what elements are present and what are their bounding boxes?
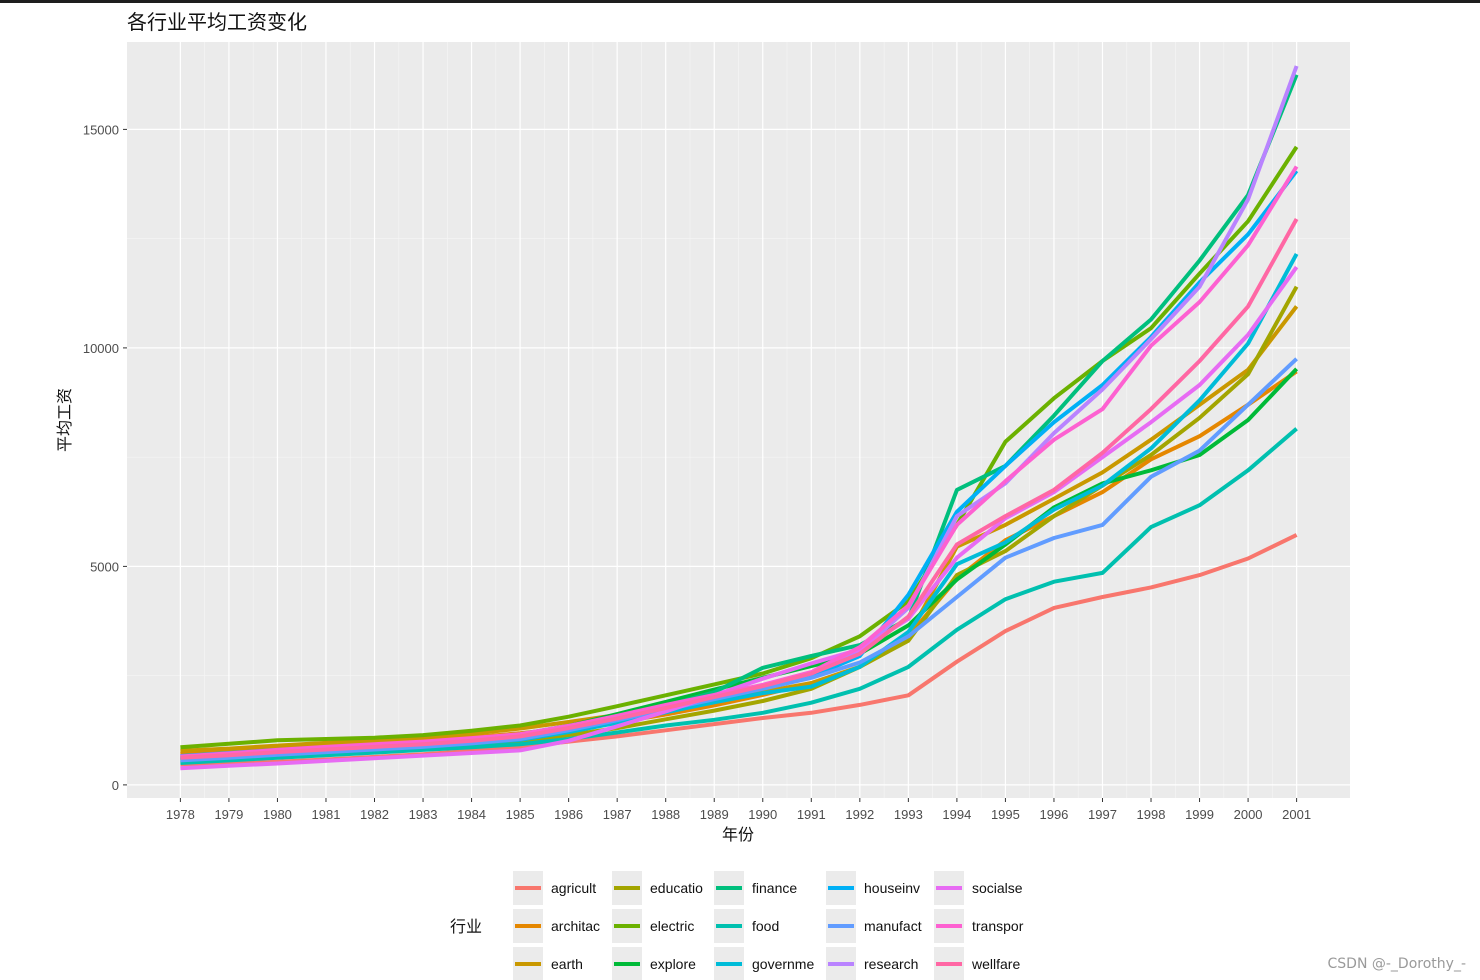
legend-label: electric xyxy=(650,918,694,934)
legend-item-architac: architac xyxy=(513,909,600,943)
x-tick-label: 1996 xyxy=(1039,807,1068,822)
x-tick-label: 2001 xyxy=(1282,807,1311,822)
x-tick-label: 1994 xyxy=(942,807,971,822)
legend-item-socialse: socialse xyxy=(934,871,1023,905)
legend-title: 行业 xyxy=(450,917,482,936)
legend-label: manufact xyxy=(864,918,922,934)
x-tick-label: 1998 xyxy=(1137,807,1166,822)
x-tick-label: 1984 xyxy=(457,807,486,822)
legend-item-earth: earth xyxy=(513,947,583,980)
major-gridlines xyxy=(127,42,1350,798)
series-line-food xyxy=(180,427,1298,765)
top-window-border xyxy=(0,0,1480,3)
legend-item-houseinv: houseinv xyxy=(826,871,920,905)
y-tick-label: 0 xyxy=(112,778,119,793)
series-line-socialse xyxy=(180,265,1299,771)
x-tick-label: 2000 xyxy=(1234,807,1263,822)
series-lines xyxy=(180,65,1299,771)
legend-item-research: research xyxy=(826,947,918,980)
x-tick-label: 1992 xyxy=(845,807,874,822)
x-tick-label: 1999 xyxy=(1185,807,1214,822)
legend-label: houseinv xyxy=(864,880,920,896)
series-line-manufact xyxy=(180,357,1298,763)
y-axis-label: 平均工资 xyxy=(55,388,74,452)
legend-label: food xyxy=(752,918,779,934)
legend-label: agricult xyxy=(551,880,596,896)
x-tick-label: 1978 xyxy=(166,807,195,822)
x-tick-label: 1985 xyxy=(506,807,535,822)
legend-item-agricult: agricult xyxy=(513,871,596,905)
legend-label: finance xyxy=(752,880,797,896)
legend-item-food: food xyxy=(714,909,779,943)
y-tick-label: 5000 xyxy=(90,559,119,574)
x-tick-label: 1995 xyxy=(991,807,1020,822)
legend-item-explore: explore xyxy=(612,947,696,980)
x-tick-label: 1979 xyxy=(214,807,243,822)
x-tick-label: 1980 xyxy=(263,807,292,822)
legend-label: transpor xyxy=(972,918,1024,934)
minor-gridlines xyxy=(127,42,1350,798)
y-tick-label: 10000 xyxy=(83,341,119,356)
legend-label: earth xyxy=(551,956,583,972)
x-tick-label: 1981 xyxy=(312,807,341,822)
legend-label: research xyxy=(864,956,918,972)
legend-item-finance: finance xyxy=(714,871,797,905)
legend-label: governme xyxy=(752,956,814,972)
x-axis-label: 年份 xyxy=(722,825,754,844)
legend: 行业 agricult architac earth educatio electric… xyxy=(450,871,1024,980)
x-tick-label: 1988 xyxy=(651,807,680,822)
legend-item-manufact: manufact xyxy=(826,909,922,943)
chart-title: 各行业平均工资变化 xyxy=(127,10,307,34)
x-tick-label: 1989 xyxy=(700,807,729,822)
x-tick-label: 1991 xyxy=(797,807,826,822)
x-tick-label: 1983 xyxy=(409,807,438,822)
legend-label: educatio xyxy=(650,880,703,896)
y-tick-label: 15000 xyxy=(83,122,119,137)
watermark: CSDN @-_Dorothy_- xyxy=(1327,956,1466,972)
legend-item-transpor: transpor xyxy=(934,909,1024,943)
x-tick-label: 1987 xyxy=(603,807,632,822)
x-tick-label: 1997 xyxy=(1088,807,1117,822)
legend-item-wellfare: wellfare xyxy=(934,947,1020,980)
x-axis-ticks: 1978 1979 1980 1981 1982 1983 1984 1985 1986 1987… xyxy=(166,798,1311,822)
legend-label: wellfare xyxy=(971,956,1020,972)
legend-label: explore xyxy=(650,956,696,972)
series-line-wellfare xyxy=(180,218,1299,760)
legend-label: socialse xyxy=(972,880,1023,896)
y-axis-ticks: 0 5000 10000 15000 xyxy=(83,122,127,793)
legend-item-governme: governme xyxy=(714,947,814,980)
x-tick-label: 1990 xyxy=(748,807,777,822)
x-tick-label: 1993 xyxy=(894,807,923,822)
x-tick-label: 1982 xyxy=(360,807,389,822)
legend-item-electric: electric xyxy=(612,909,694,943)
legend-item-educatio: educatio xyxy=(612,871,703,905)
x-tick-label: 1986 xyxy=(554,807,583,822)
legend-label: architac xyxy=(551,918,600,934)
